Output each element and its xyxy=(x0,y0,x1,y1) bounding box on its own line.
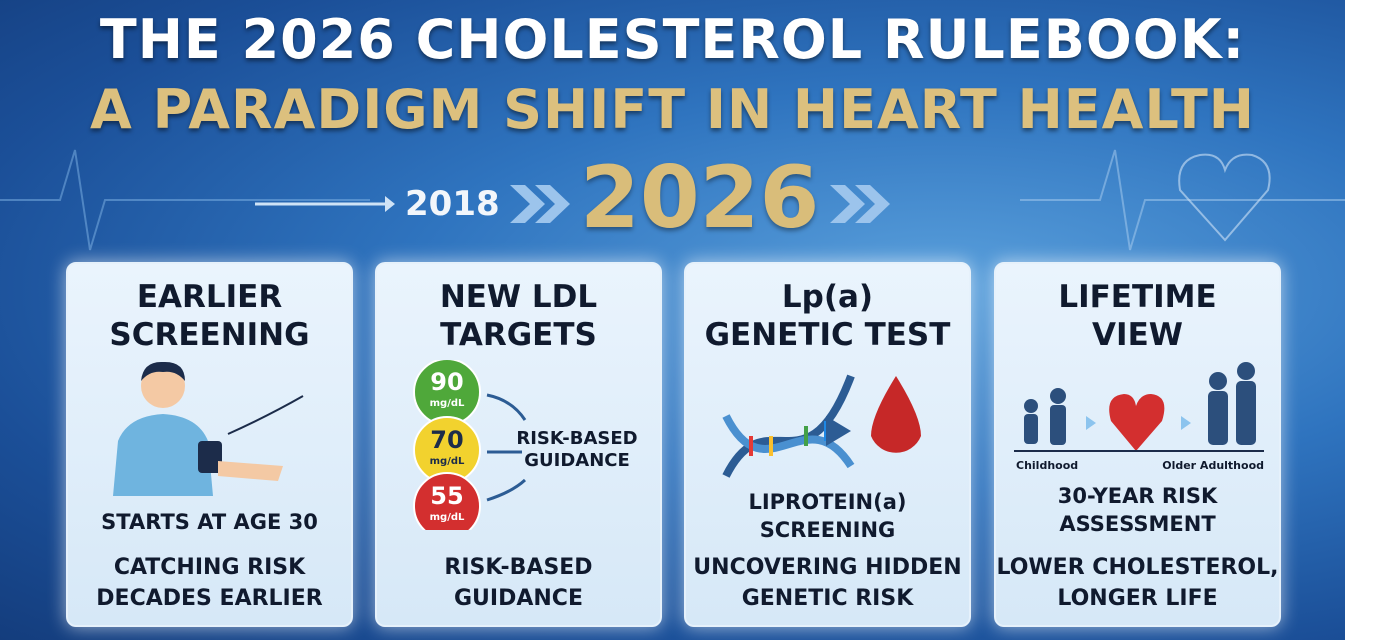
title-line: NEW LDL xyxy=(439,279,598,315)
title-line: GENETIC TEST xyxy=(704,317,951,353)
title-line: LIFETIME xyxy=(1058,279,1217,315)
target-unit: mg/dL xyxy=(430,398,465,409)
title-line: TARGETS xyxy=(440,317,597,353)
title-line: Lp(a) xyxy=(781,279,874,315)
card-title: Lp(a) GENETIC TEST xyxy=(686,278,969,354)
footer-line: CATCHING RISK xyxy=(113,555,306,580)
card: LIFETIME VIEW Childhood Older Adulthood 3… xyxy=(994,262,1281,627)
card-title: LIFETIME VIEW xyxy=(996,278,1279,354)
card-footer: CATCHING RISK DECADES EARLIER xyxy=(68,552,351,614)
arrow-label: GUIDANCE xyxy=(524,450,630,471)
target-unit: mg/dL xyxy=(430,456,465,467)
card-caption: LIPROTEIN(a) SCREENING xyxy=(686,488,969,544)
card-footer: UNCOVERING HIDDEN GENETIC RISK xyxy=(686,552,969,614)
title-line: EARLIER xyxy=(136,279,283,315)
title-line2: A PARADIGM SHIFT IN HEART HEALTH xyxy=(90,78,1255,141)
ekg-line xyxy=(1020,149,1345,251)
card: Lp(a) GENETIC TEST LIPROTEIN(a) SCREENING … xyxy=(684,262,971,627)
footer-line: GENETIC RISK xyxy=(741,586,914,611)
life-label: Childhood xyxy=(1016,459,1078,472)
year-from: 2018 xyxy=(405,184,500,224)
footer-line: UNCOVERING HIDDEN xyxy=(693,555,962,580)
card-title: EARLIER SCREENING xyxy=(68,278,351,354)
decoration xyxy=(0,149,1345,251)
arrow-label: RISK-BASED xyxy=(516,428,637,449)
footer-line: DECADES EARLIER xyxy=(96,586,323,611)
chevrons xyxy=(510,185,890,223)
arrows xyxy=(486,393,527,502)
target-unit: mg/dL xyxy=(430,512,465,523)
target-value: 90 xyxy=(430,368,463,396)
caption-line: SCREENING xyxy=(759,518,896,542)
footer-line: GUIDANCE xyxy=(454,586,583,611)
ekg-line xyxy=(0,149,370,251)
year-to: 2026 xyxy=(580,148,820,248)
caption-line: 30-YEAR RISK xyxy=(1057,484,1218,508)
caption-line: ASSESSMENT xyxy=(1059,512,1216,536)
footer-line: RISK-BASED xyxy=(444,555,593,580)
footer-line: LONGER LIFE xyxy=(1057,586,1218,611)
target-value: 70 xyxy=(430,426,463,454)
card: NEW LDL TARGETS 90 mg/dL 70 mg/dL 55 mg/d… xyxy=(375,262,662,627)
card-caption: STARTS AT AGE 30 xyxy=(68,508,351,536)
card-caption: 30-YEAR RISK ASSESSMENT xyxy=(996,482,1279,538)
target-value: 55 xyxy=(430,482,463,510)
caption-line: LIPROTEIN(a) xyxy=(748,490,907,514)
life-label: Older Adulthood xyxy=(1162,459,1264,472)
card-title: NEW LDL TARGETS xyxy=(377,278,660,354)
footer-line: LOWER CHOLESTEROL, xyxy=(996,555,1279,580)
card: EARLIER SCREENING STARTS AT AGE 30 CATCHI… xyxy=(66,262,353,627)
dna-icon xyxy=(722,374,921,478)
title-line1: THE 2026 CHOLESTEROL RULEBOOK: xyxy=(99,8,1246,71)
timeline-arrow xyxy=(385,196,395,212)
card-footer: LOWER CHOLESTEROL, LONGER LIFE xyxy=(996,552,1279,614)
caption-line: STARTS AT AGE 30 xyxy=(101,510,318,534)
title-line: VIEW xyxy=(1092,317,1183,353)
screening-icon xyxy=(113,361,304,496)
lifetime-icon: Childhood Older Adulthood xyxy=(1014,362,1264,472)
background: THE 2026 CHOLESTEROL RULEBOOK: A PARADIG… xyxy=(0,0,1345,640)
ldl-targets: 90 mg/dL 70 mg/dL 55 mg/dL RISK-BASED GU… xyxy=(413,360,638,530)
heart-outline xyxy=(1178,153,1271,242)
title-line: SCREENING xyxy=(109,317,310,353)
card-footer: RISK-BASED GUIDANCE xyxy=(377,552,660,614)
